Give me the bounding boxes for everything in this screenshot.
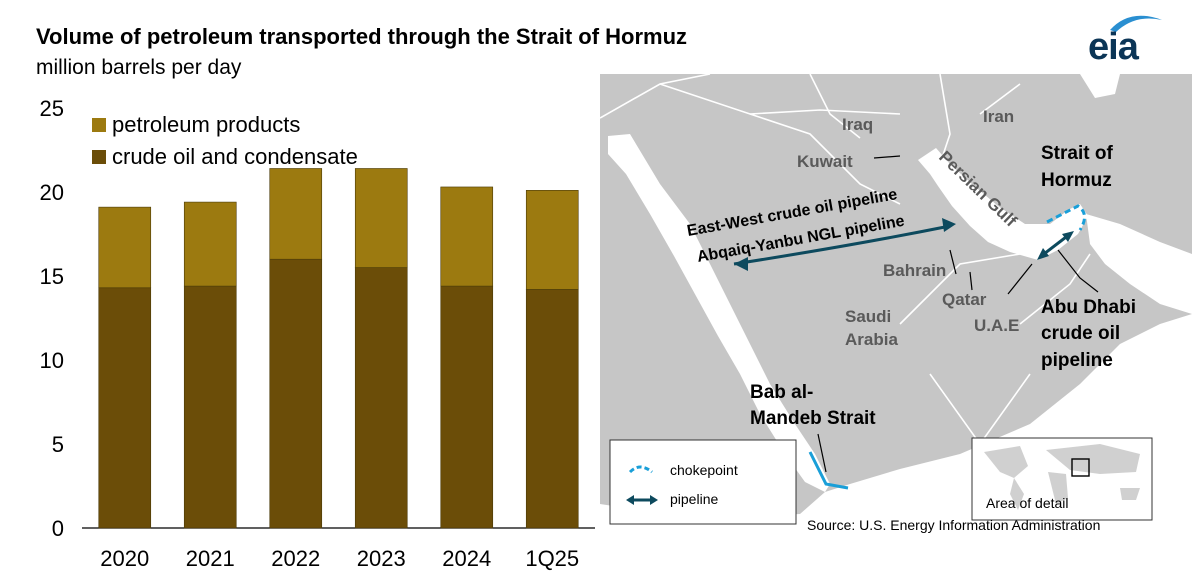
y-tick-label: 15: [40, 264, 64, 289]
x-tick-label: 2023: [357, 546, 406, 571]
x-tick-label: 2024: [442, 546, 491, 571]
label-saudi: Saudi: [845, 307, 891, 326]
bar-petroleum-products-2020: [98, 206, 152, 289]
bar-chart: 0 5 10 15 20 25 2020 2021 2022 2023 2024 1Q25 petro…: [40, 96, 595, 571]
label-arabia: Arabia: [845, 330, 898, 349]
label-abu-dhabi-3: pipeline: [1041, 350, 1113, 371]
label-bahrain: Bahrain: [883, 261, 946, 280]
x-tick-label: 1Q25: [525, 546, 579, 571]
bab-el-mandeb-chokepoint: [808, 451, 849, 490]
y-tick-label: 25: [40, 96, 64, 121]
label-kuwait: Kuwait: [797, 152, 853, 171]
chart-title: Volume of petroleum transported through …: [36, 24, 688, 49]
legend-swatch: [92, 118, 106, 132]
label-abu-dhabi-2: crude oil: [1041, 323, 1120, 344]
y-tick-label: 0: [52, 516, 64, 541]
legend-swatch: [92, 150, 106, 164]
label-hormuz-2: Hormuz: [1041, 170, 1112, 191]
gulf-of-oman: [1086, 214, 1192, 314]
region-map: Iraq Iran Kuwait Bahrain Qatar U.A.E Sau…: [600, 74, 1192, 536]
eia-logo-text: eia: [1088, 26, 1139, 68]
eia-logo-icon: [1110, 15, 1162, 32]
chart-subtitle: million barrels per day: [36, 56, 242, 79]
label-iran: Iran: [983, 107, 1014, 126]
legend-pipeline-label: pipeline: [670, 491, 718, 507]
bar-petroleum-products-2024: [440, 186, 494, 287]
persian-gulf: [918, 148, 1088, 260]
legend-chokepoint-label: chokepoint: [670, 462, 738, 478]
label-abu-dhabi-1: Abu Dhabi: [1041, 297, 1136, 318]
red-sea: [608, 134, 830, 492]
bar-crude-oil-and-condensate-1Q25: [525, 289, 579, 529]
hormuz-chokepoint: [1046, 204, 1086, 231]
label-bab-2: Mandeb Strait: [750, 408, 876, 429]
x-tick-label: 2022: [271, 546, 320, 571]
y-tick-label: 10: [40, 348, 64, 373]
label-hormuz-1: Strait of: [1041, 143, 1113, 164]
bar-petroleum-products-2023: [354, 168, 408, 268]
x-tick-label: 2020: [100, 546, 149, 571]
inset-label: Area of detail: [986, 495, 1069, 511]
x-tick-label: 2021: [186, 546, 235, 571]
label-iraq: Iraq: [842, 115, 873, 134]
y-tick-label: 20: [40, 180, 64, 205]
area-of-detail-marker: [1071, 458, 1090, 477]
label-uae: U.A.E: [974, 316, 1019, 335]
legend-label: crude oil and condensate: [112, 144, 358, 169]
label-bab-1: Bab al-: [750, 382, 813, 403]
east-west-pipeline: [733, 218, 956, 271]
legend-pipeline-icon: [626, 495, 658, 505]
bar-crude-oil-and-condensate-2024: [440, 285, 494, 529]
bar-crude-oil-and-condensate-2022: [269, 258, 323, 529]
bar-petroleum-products-2022: [269, 168, 323, 260]
bar-crude-oil-and-condensate-2020: [98, 287, 152, 529]
legend-chokepoint-icon: [628, 465, 653, 474]
legend-label: petroleum products: [112, 112, 300, 137]
inset-world-map: [971, 437, 1153, 521]
bar-crude-oil-and-condensate-2021: [183, 285, 237, 529]
bar-petroleum-products-2021: [183, 201, 237, 287]
bar-petroleum-products-1Q25: [525, 190, 579, 290]
label-qatar: Qatar: [942, 290, 987, 309]
map-legend-box: [609, 439, 797, 525]
source-note: Source: U.S. Energy Information Administ…: [807, 517, 1100, 533]
bar-crude-oil-and-condensate-2023: [354, 267, 408, 529]
abu-dhabi-pipeline: [1037, 231, 1074, 260]
y-tick-label: 5: [52, 432, 64, 457]
